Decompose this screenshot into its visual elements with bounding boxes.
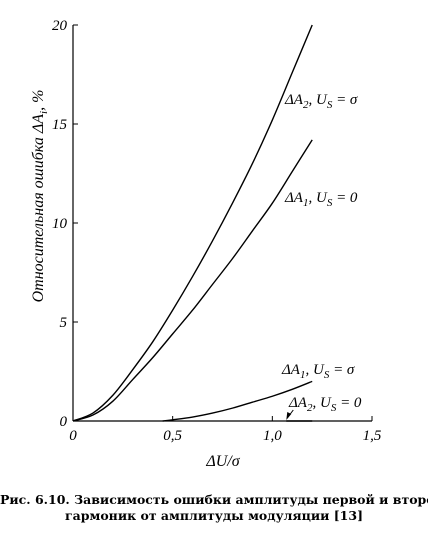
curve-label-part: = 0 — [336, 395, 362, 411]
y-tick-label: 20 — [52, 18, 68, 34]
curve-da2-us-sigma — [72, 24, 313, 422]
curve-label-part: , U — [308, 92, 328, 108]
curve-label-part: = σ — [332, 92, 358, 108]
curve-da2-us-sigma-label: ΔA2, US = σ — [284, 92, 358, 111]
curve-label-part: , U — [308, 190, 328, 206]
y-axis-label: Относительная ошибка ΔAi, % — [30, 90, 50, 303]
x-ticks: 0 0,5 1,0 1,5 — [69, 416, 382, 444]
curve-label-part: S — [327, 197, 333, 209]
curve-da1-us-sigma — [162, 380, 313, 422]
curve-label-part: 2 — [307, 402, 313, 414]
curve-da2-us-0-label: ΔA2, US = 0 — [288, 395, 362, 414]
curve-da1-us-0-label: ΔA1, US = 0 — [284, 190, 358, 209]
curves — [72, 24, 313, 422]
curve-label-part: 2 — [303, 99, 309, 111]
curve-label-part: ΔA — [288, 395, 308, 411]
curve-label-part: = 0 — [332, 190, 358, 206]
y-tick-label: 5 — [60, 315, 68, 331]
curve-label-part: S — [331, 402, 337, 414]
caption-line-2: гармоник от амплитуды модуляции [13] — [64, 508, 363, 523]
figure-caption: Рис. 6.10. Зависимость ошибки амплитуды … — [0, 492, 428, 524]
y-ticks: 0 5 10 15 20 — [52, 18, 78, 430]
curve-label-part: , U — [312, 395, 332, 411]
y-tick-label: 0 — [60, 414, 68, 430]
x-tick-label: 0,5 — [163, 428, 182, 444]
x-tick-label: 1,5 — [363, 428, 382, 444]
x-tick-label: 0 — [69, 428, 77, 444]
y-axis-label-main: Относительная ошибка ΔA — [30, 114, 47, 303]
curve-da1-us-sigma-label: ΔA1, US = σ — [281, 362, 355, 381]
curve-label-part: 1 — [303, 197, 309, 209]
curve-label-part: ΔA — [284, 92, 304, 108]
y-tick-label: 15 — [52, 117, 68, 133]
y-axis-label-sub: i — [38, 111, 50, 114]
curve-label-part: 1 — [300, 369, 306, 381]
curve-label-part: ΔA — [284, 190, 304, 206]
leader-arrowhead — [286, 412, 292, 420]
curve-label-part: S — [327, 99, 333, 111]
y-tick-label: 10 — [52, 216, 68, 232]
curve-label-part: , U — [305, 362, 325, 378]
curve-da1-us-0 — [72, 139, 313, 422]
y-axis-label-suffix: , % — [30, 90, 47, 111]
curve-label-part: ΔA — [281, 362, 301, 378]
curve-label-part: S — [324, 369, 330, 381]
x-axis-label: ΔU/σ — [205, 453, 240, 470]
x-tick-label: 1,0 — [263, 428, 282, 444]
caption-line-1: Рис. 6.10. Зависимость ошибки амплитуды … — [0, 492, 428, 507]
curve-label-part: = σ — [329, 362, 355, 378]
